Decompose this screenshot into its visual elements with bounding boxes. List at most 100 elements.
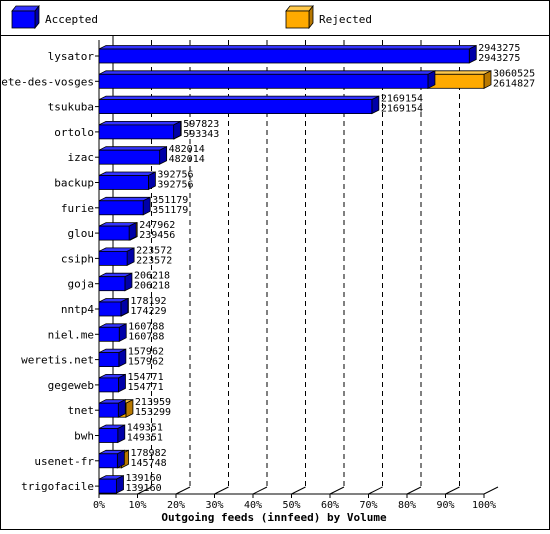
floor-tick [445,486,460,495]
value-label-accepted: 145748 [131,458,167,469]
value-label-accepted: 206218 [134,281,170,292]
value-label-total: 154771 [127,372,163,383]
grid [98,40,499,495]
bar-accepted [98,70,436,89]
bar-accepted [98,196,151,216]
floor-tick [137,486,152,495]
value-label-accepted: 2614827 [493,78,535,89]
x-tick-label: 0% [93,500,105,511]
value-label-total: 351179 [152,195,188,206]
category-label: glou [68,227,95,240]
value-label-total: 3060525 [493,68,535,79]
bar-accepted [98,474,124,494]
category-label: nntp4 [61,303,94,316]
floor-tick [175,486,191,495]
value-label-accepted: 157962 [128,357,164,368]
value-label-accepted: 392756 [157,180,193,191]
value-label-total: 213959 [135,397,171,408]
value-label-total: 178192 [130,296,166,307]
category-label: bwh [74,430,94,443]
category-label: gegeweb [48,379,94,392]
value-label-total: 178982 [131,448,167,459]
value-label-total: 482014 [169,144,205,155]
floor-tick [483,486,499,495]
value-label-accepted: 149351 [127,433,163,444]
floor-tick [291,486,306,495]
category-label: lysator [48,50,95,63]
category-label: usenet-fr [34,455,94,468]
bar-accepted [98,297,129,317]
category-label: goja [68,278,95,291]
category-label: niel.me [48,328,94,341]
category-label: backup [54,177,94,190]
value-label-accepted: 160788 [128,331,164,342]
category-label: trigofacile [21,480,94,493]
bars [98,44,492,494]
category-labels: lysator bete-des-vosges tsukuba ortolo izac b… [0,50,99,493]
bar-accepted [98,323,127,342]
category-label: izac [68,151,95,164]
x-tick-label: 90% [436,500,454,511]
x-tick-label: 20% [167,500,185,511]
bar-accepted [98,120,182,140]
bar-accepted [98,272,133,292]
floor-tick [214,486,229,495]
value-label-total: 139160 [126,473,162,484]
category-label: tnet [68,404,95,417]
x-axis-label: Outgoing feeds (innfeed) by Volume [161,511,387,524]
category-label: tsukuba [48,101,94,114]
bar-accepted [98,424,126,444]
x-tick-label: 10% [128,500,146,511]
x-tick-labels: 0% 10% 20% 30% 40% 50% 60% 70% 80% 90% 100% [93,494,496,511]
value-label-total: 206218 [134,271,170,282]
value-label-total: 149351 [127,423,163,434]
floor-tick [368,486,383,495]
legend-label-rejected: Rejected [319,13,372,26]
value-label-accepted: 153299 [135,407,171,418]
bar-accepted [98,44,477,64]
bar-accepted [98,171,156,191]
category-label: weretis.net [21,354,94,367]
value-label-accepted: 2943275 [478,53,520,64]
bar-accepted [98,146,168,165]
value-label-accepted: 2169154 [381,104,423,115]
floor-tick [252,486,268,495]
value-label-accepted: 239456 [139,230,175,241]
bar-accepted [98,348,127,368]
category-label: csiph [61,252,94,265]
legend-swatch-rejected [285,4,314,30]
value-label-accepted: 174229 [130,306,166,317]
x-tick-label: 40% [244,500,262,511]
value-label-total: 2169154 [381,94,423,105]
value-label-total: 2943275 [478,43,520,54]
value-label-total: 597823 [183,119,219,130]
bar-rejected [427,70,492,89]
x-tick-label: 100% [472,500,496,511]
legend: Accepted Rejected [11,4,372,30]
value-label-accepted: 482014 [169,154,205,165]
category-label: furie [61,202,94,215]
bar-accepted [98,373,126,393]
x-tick-label: 50% [282,500,300,511]
value-label-accepted: 154771 [127,382,163,393]
bar-accepted [98,247,135,267]
category-label: ortolo [54,126,94,139]
bar-accepted [98,449,125,469]
x-tick-label: 80% [398,500,416,511]
bar-accepted [98,221,137,241]
legend-label-accepted: Accepted [45,13,98,26]
floor-tick [406,486,422,495]
value-label-total: 160788 [128,321,164,332]
value-label-total: 247962 [139,220,175,231]
value-label-total: 157962 [128,347,164,358]
value-label-accepted: 223572 [136,255,172,266]
x-tick-label: 70% [359,500,377,511]
legend-swatch-accepted [11,4,40,30]
value-label-accepted: 351179 [152,205,188,216]
value-label-total: 392756 [157,170,193,181]
value-label-accepted: 593343 [183,129,219,140]
category-label: bete-des-vosges [0,75,94,88]
